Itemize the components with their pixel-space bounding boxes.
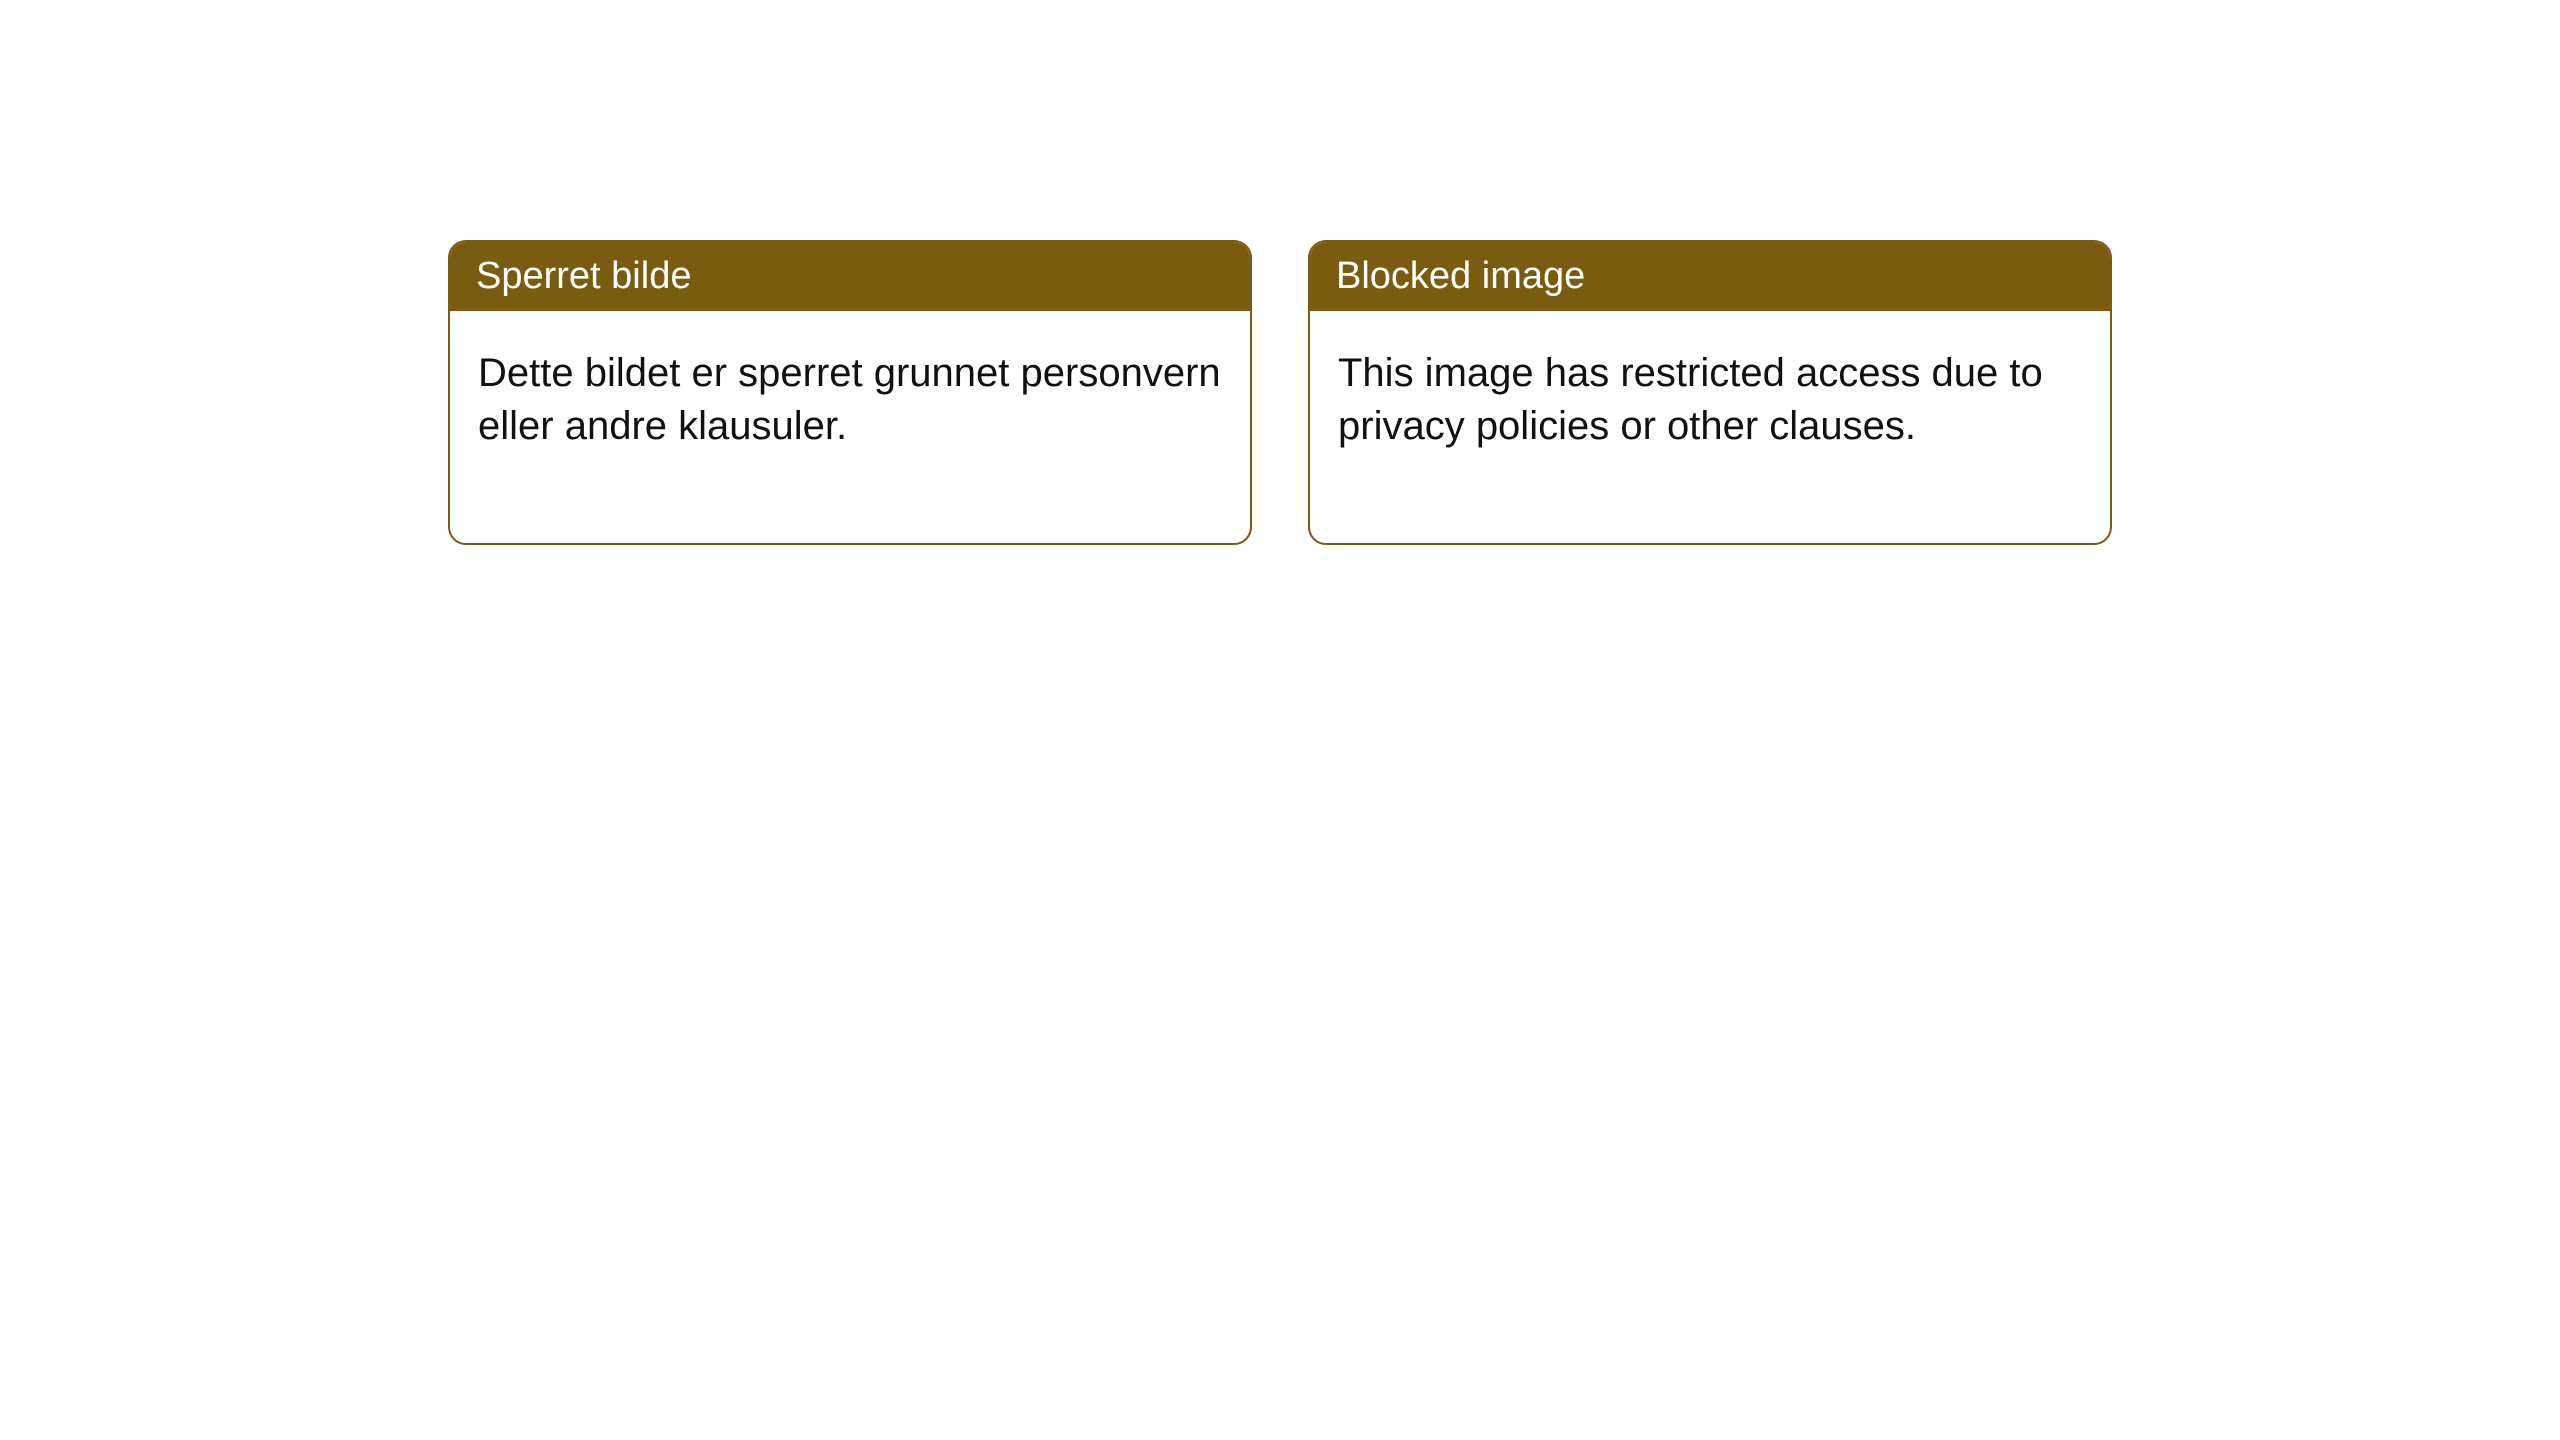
notice-card-body: Dette bildet er sperret grunnet personve… — [450, 311, 1250, 543]
notice-card-nb: Sperret bilde Dette bildet er sperret gr… — [448, 240, 1252, 545]
notice-container: Sperret bilde Dette bildet er sperret gr… — [0, 0, 2560, 545]
notice-card-title: Sperret bilde — [450, 242, 1250, 311]
notice-card-body: This image has restricted access due to … — [1310, 311, 2110, 543]
notice-card-title: Blocked image — [1310, 242, 2110, 311]
notice-card-en: Blocked image This image has restricted … — [1308, 240, 2112, 545]
